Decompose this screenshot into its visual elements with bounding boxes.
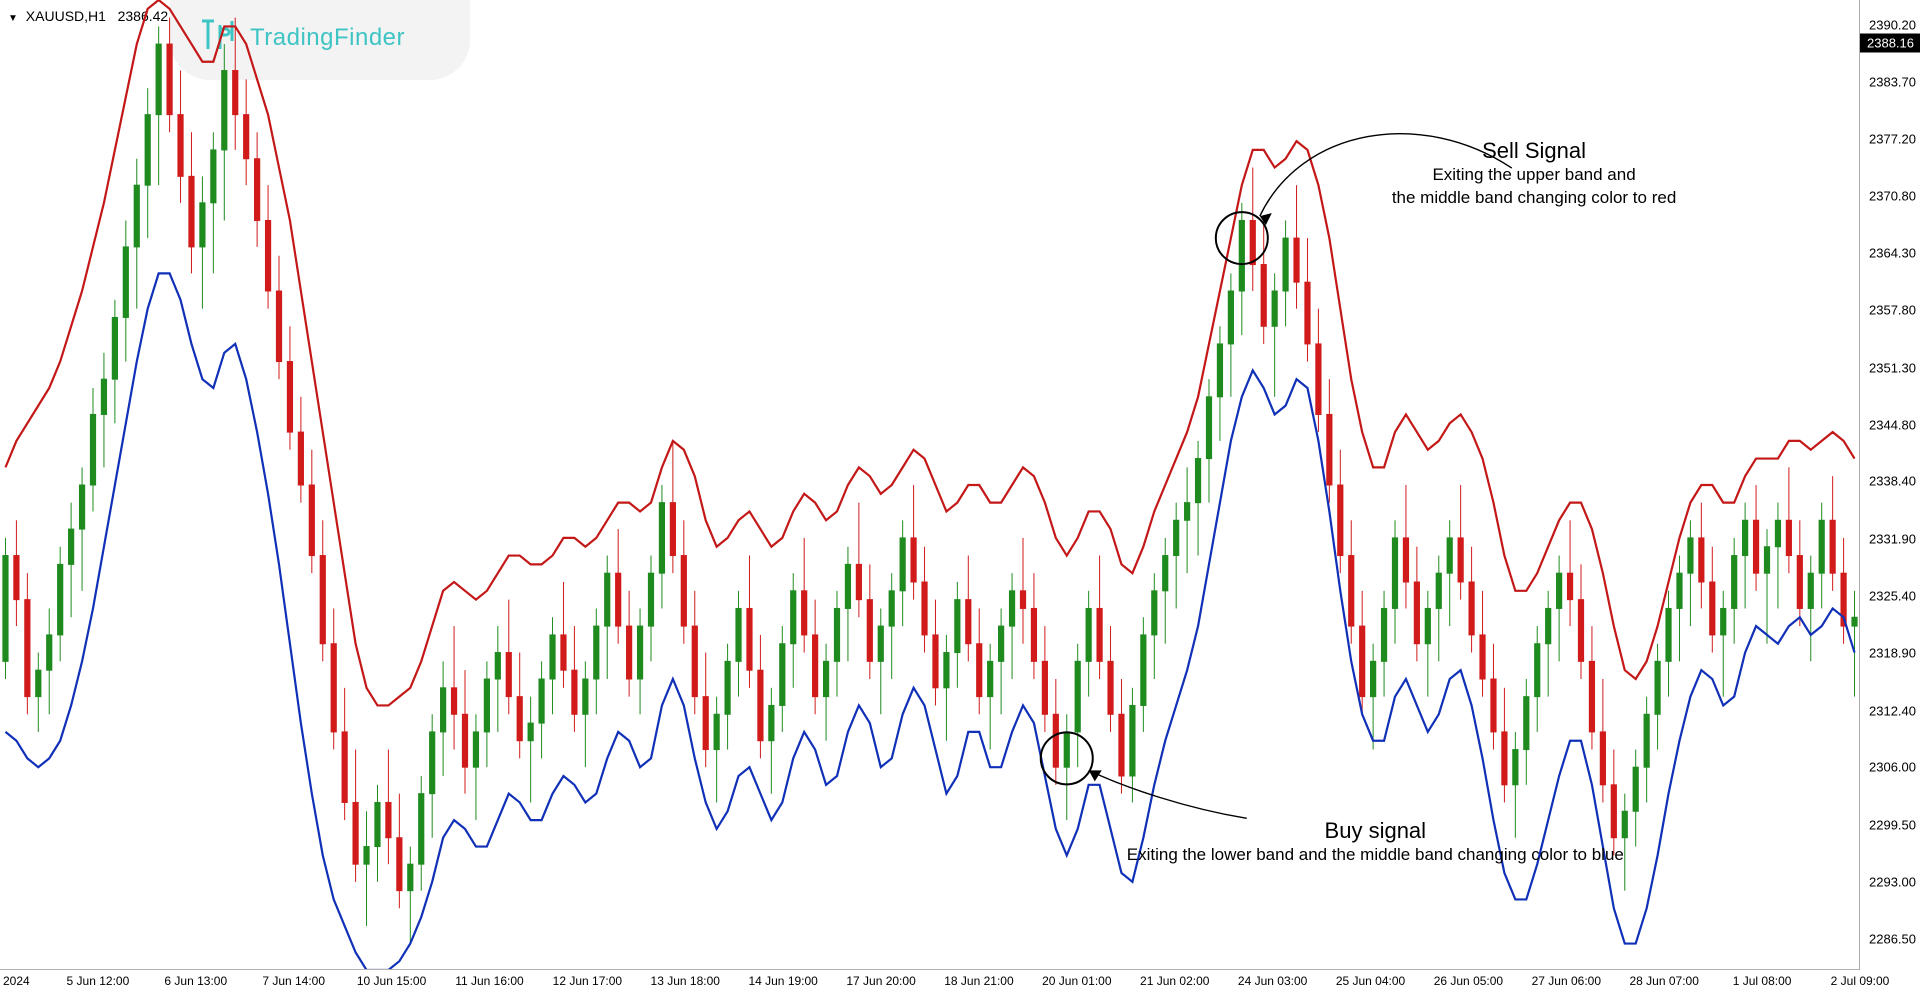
x-tick: 2 Jul 09:00 bbox=[1831, 974, 1890, 988]
y-tick: 2357.80 bbox=[1869, 303, 1916, 318]
y-tick: 2325.40 bbox=[1869, 589, 1916, 604]
y-tick: 2293.00 bbox=[1869, 874, 1916, 889]
buy-signal-subtitle: Exiting the lower band and the middle ba… bbox=[1127, 844, 1624, 867]
x-tick: 12 Jun 17:00 bbox=[553, 974, 622, 988]
y-axis: 2390.20 2383.70 2377.20 2370.80 2364.30 2357.… bbox=[1859, 0, 1920, 970]
x-tick: 13 Jun 18:00 bbox=[651, 974, 720, 988]
y-tick: 2377.20 bbox=[1869, 132, 1916, 147]
sell-annotation: Sell SignalExiting the upper band andthe… bbox=[1392, 138, 1676, 210]
y-tick: 2364.30 bbox=[1869, 246, 1916, 261]
y-tick: 2286.50 bbox=[1869, 932, 1916, 947]
x-tick: 11 Jun 16:00 bbox=[455, 974, 524, 988]
x-tick: 24 Jun 03:00 bbox=[1238, 974, 1307, 988]
x-tick: 27 Jun 06:00 bbox=[1532, 974, 1601, 988]
y-tick: 2331.90 bbox=[1869, 531, 1916, 546]
y-tick: 2370.80 bbox=[1869, 188, 1916, 203]
x-tick: 17 Jun 20:00 bbox=[846, 974, 915, 988]
buy-annotation: Buy signalExiting the lower band and the… bbox=[1127, 818, 1624, 867]
y-tick: 2299.50 bbox=[1869, 817, 1916, 832]
x-tick: 28 Jun 07:00 bbox=[1630, 974, 1699, 988]
y-tick: 2344.80 bbox=[1869, 418, 1916, 433]
x-tick: 14 Jun 19:00 bbox=[748, 974, 817, 988]
x-tick: 25 Jun 04:00 bbox=[1336, 974, 1405, 988]
y-tick: 2351.30 bbox=[1869, 360, 1916, 375]
y-tick: 2383.70 bbox=[1869, 75, 1916, 90]
x-tick: 10 Jun 15:00 bbox=[357, 974, 426, 988]
y-tick: 2306.00 bbox=[1869, 760, 1916, 775]
x-tick: 4 Jun 2024 bbox=[0, 974, 30, 988]
current-price-badge: 2388.16 bbox=[1860, 33, 1920, 52]
sell-signal-title: Sell Signal bbox=[1392, 138, 1676, 164]
x-tick: 1 Jul 08:00 bbox=[1733, 974, 1792, 988]
y-tick: 2318.90 bbox=[1869, 646, 1916, 661]
x-tick: 18 Jun 21:00 bbox=[944, 974, 1013, 988]
x-tick: 6 Jun 13:00 bbox=[164, 974, 227, 988]
x-tick: 5 Jun 12:00 bbox=[67, 974, 130, 988]
x-tick: 21 Jun 02:00 bbox=[1140, 974, 1209, 988]
x-tick: 20 Jun 01:00 bbox=[1042, 974, 1111, 988]
buy-signal-title: Buy signal bbox=[1127, 818, 1624, 844]
y-tick: 2338.40 bbox=[1869, 474, 1916, 489]
x-axis: 4 Jun 2024 5 Jun 12:00 6 Jun 13:00 7 Jun 14… bbox=[0, 969, 1860, 997]
y-tick: 2390.20 bbox=[1869, 17, 1916, 32]
y-tick: 2312.40 bbox=[1869, 703, 1916, 718]
sell-signal-subtitle: Exiting the upper band andthe middle ban… bbox=[1392, 164, 1676, 210]
x-tick: 26 Jun 05:00 bbox=[1434, 974, 1503, 988]
x-tick: 7 Jun 14:00 bbox=[262, 974, 325, 988]
